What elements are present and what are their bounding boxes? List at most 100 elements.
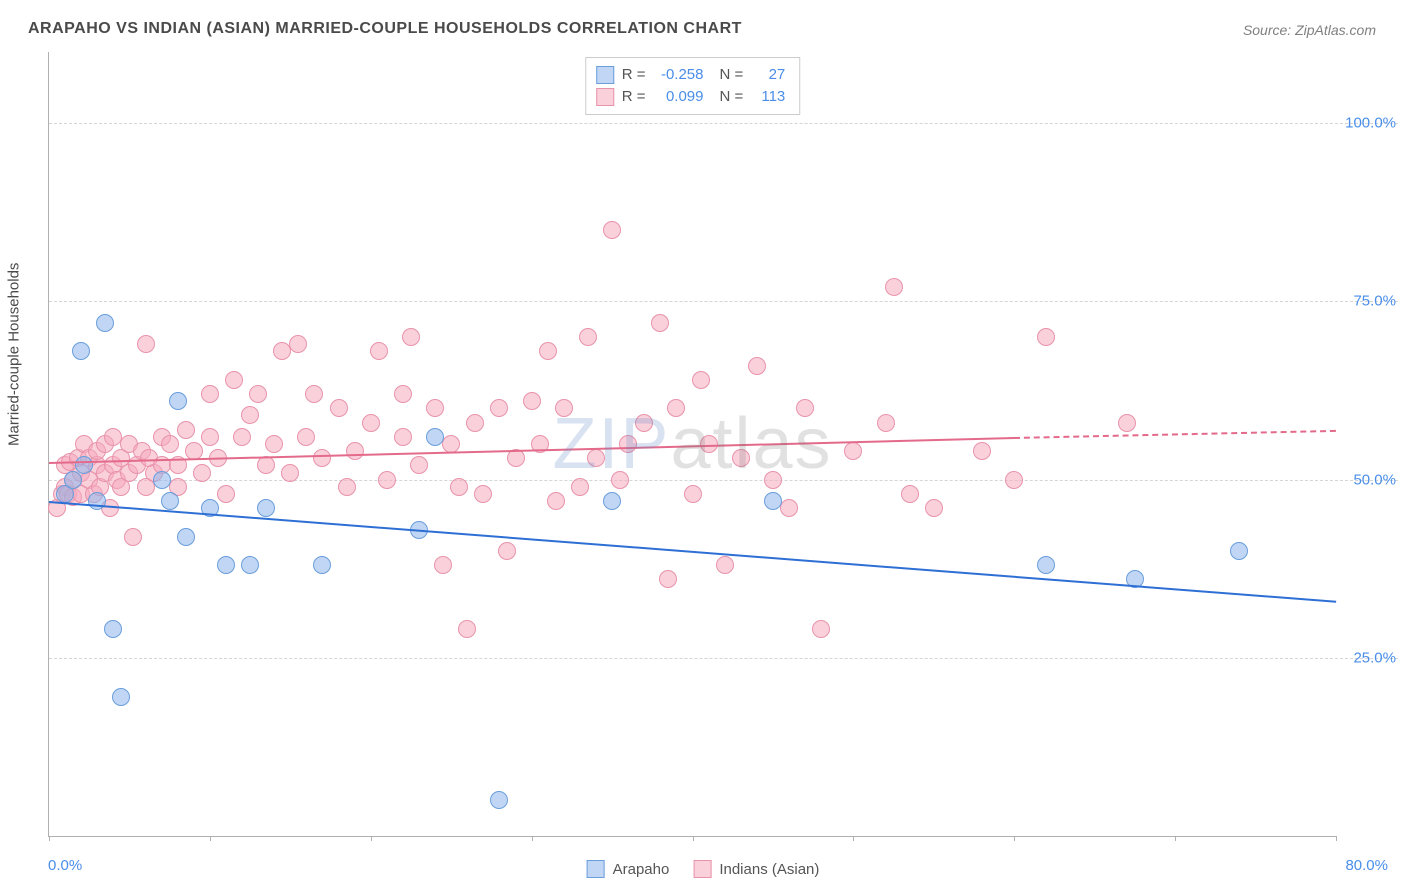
scatter-point-indians bbox=[547, 492, 565, 510]
swatch-icon bbox=[596, 88, 614, 106]
y-tick-label: 75.0% bbox=[1353, 293, 1396, 310]
legend-item: Arapaho bbox=[587, 860, 670, 878]
scatter-point-indians bbox=[611, 471, 629, 489]
scatter-point-indians bbox=[635, 414, 653, 432]
scatter-point-indians bbox=[289, 335, 307, 353]
scatter-point-indians bbox=[257, 456, 275, 474]
trend-line bbox=[49, 501, 1336, 603]
scatter-point-arapaho bbox=[88, 492, 106, 510]
stats-row: R =-0.258N =27 bbox=[596, 64, 786, 86]
source-label: Source: ZipAtlas.com bbox=[1243, 22, 1376, 38]
scatter-point-indians bbox=[973, 442, 991, 460]
scatter-point-arapaho bbox=[1037, 556, 1055, 574]
x-tick bbox=[1175, 836, 1176, 841]
scatter-point-indians bbox=[362, 414, 380, 432]
legend: Arapaho Indians (Asian) bbox=[587, 860, 820, 878]
scatter-point-indians bbox=[498, 542, 516, 560]
scatter-point-indians bbox=[305, 385, 323, 403]
scatter-point-indians bbox=[201, 428, 219, 446]
gridline bbox=[49, 658, 1398, 659]
scatter-point-indians bbox=[1005, 471, 1023, 489]
x-tick bbox=[853, 836, 854, 841]
scatter-point-indians bbox=[901, 485, 919, 503]
scatter-point-indians bbox=[402, 328, 420, 346]
scatter-point-indians bbox=[667, 399, 685, 417]
r-label: R = bbox=[622, 64, 646, 86]
scatter-point-indians bbox=[796, 399, 814, 417]
scatter-point-indians bbox=[651, 314, 669, 332]
scatter-point-indians bbox=[1118, 414, 1136, 432]
scatter-point-arapaho bbox=[217, 556, 235, 574]
scatter-point-indians bbox=[124, 528, 142, 546]
scatter-point-indians bbox=[523, 392, 541, 410]
scatter-point-indians bbox=[844, 442, 862, 460]
watermark-part1: ZIP bbox=[552, 404, 670, 484]
scatter-point-indians bbox=[748, 357, 766, 375]
swatch-icon bbox=[596, 66, 614, 84]
x-tick bbox=[1014, 836, 1015, 841]
scatter-point-indians bbox=[434, 556, 452, 574]
stats-row: R =0.099N =113 bbox=[596, 86, 786, 108]
stats-box: R =-0.258N =27R =0.099N =113 bbox=[585, 57, 801, 115]
scatter-point-indians bbox=[764, 471, 782, 489]
chart-container: ARAPAHO VS INDIAN (ASIAN) MARRIED-COUPLE… bbox=[0, 0, 1406, 892]
scatter-point-arapaho bbox=[161, 492, 179, 510]
scatter-point-indians bbox=[313, 449, 331, 467]
scatter-point-arapaho bbox=[169, 392, 187, 410]
x-tick bbox=[49, 836, 50, 841]
scatter-point-indians bbox=[692, 371, 710, 389]
scatter-point-indians bbox=[925, 499, 943, 517]
scatter-point-indians bbox=[177, 421, 195, 439]
scatter-point-indians bbox=[659, 570, 677, 588]
scatter-point-indians bbox=[249, 385, 267, 403]
x-tick bbox=[532, 836, 533, 841]
legend-label: Arapaho bbox=[613, 861, 670, 878]
y-tick-label: 100.0% bbox=[1345, 115, 1396, 132]
scatter-point-indians bbox=[571, 478, 589, 496]
scatter-point-indians bbox=[297, 428, 315, 446]
scatter-point-indians bbox=[217, 485, 235, 503]
swatch-icon bbox=[693, 860, 711, 878]
y-axis-label: Married-couple Households bbox=[6, 263, 23, 446]
y-tick-label: 25.0% bbox=[1353, 649, 1396, 666]
n-value: 27 bbox=[751, 64, 785, 86]
x-tick bbox=[693, 836, 694, 841]
scatter-point-indians bbox=[732, 449, 750, 467]
scatter-point-arapaho bbox=[764, 492, 782, 510]
scatter-point-indians bbox=[450, 478, 468, 496]
scatter-point-arapaho bbox=[177, 528, 195, 546]
n-label: N = bbox=[720, 86, 744, 108]
scatter-point-indians bbox=[716, 556, 734, 574]
scatter-point-indians bbox=[780, 499, 798, 517]
scatter-point-indians bbox=[338, 478, 356, 496]
scatter-point-indians bbox=[458, 620, 476, 638]
scatter-point-indians bbox=[370, 342, 388, 360]
scatter-point-indians bbox=[225, 371, 243, 389]
scatter-point-indians bbox=[490, 399, 508, 417]
x-tick bbox=[1336, 836, 1337, 841]
scatter-point-indians bbox=[233, 428, 251, 446]
plot-area: ZIPatlas R =-0.258N =27R =0.099N =113 bbox=[48, 52, 1336, 837]
scatter-point-indians bbox=[346, 442, 364, 460]
scatter-point-arapaho bbox=[313, 556, 331, 574]
scatter-point-indians bbox=[442, 435, 460, 453]
scatter-point-arapaho bbox=[1230, 542, 1248, 560]
scatter-point-indians bbox=[394, 428, 412, 446]
scatter-point-indians bbox=[555, 399, 573, 417]
legend-item: Indians (Asian) bbox=[693, 860, 819, 878]
scatter-point-arapaho bbox=[603, 492, 621, 510]
swatch-icon bbox=[587, 860, 605, 878]
n-label: N = bbox=[720, 64, 744, 86]
scatter-point-indians bbox=[265, 435, 283, 453]
scatter-point-indians bbox=[466, 414, 484, 432]
scatter-point-arapaho bbox=[112, 688, 130, 706]
x-tick bbox=[210, 836, 211, 841]
scatter-point-indians bbox=[539, 342, 557, 360]
scatter-point-arapaho bbox=[490, 791, 508, 809]
scatter-point-indians bbox=[684, 485, 702, 503]
scatter-point-arapaho bbox=[241, 556, 259, 574]
scatter-point-indians bbox=[394, 385, 412, 403]
scatter-point-indians bbox=[877, 414, 895, 432]
scatter-point-indians bbox=[885, 278, 903, 296]
scatter-point-arapaho bbox=[153, 471, 171, 489]
